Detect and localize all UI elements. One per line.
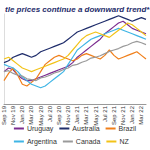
svg-text:Sep 21: Sep 21: [111, 105, 117, 125]
svg-text:Nov 20: Nov 20: [65, 105, 71, 125]
svg-text:Uruguay: Uruguay: [27, 125, 54, 133]
svg-text:Mar 21: Mar 21: [83, 105, 89, 124]
svg-text:Sep 20: Sep 20: [56, 105, 62, 125]
svg-text:Jan 22: Jan 22: [129, 105, 135, 124]
svg-text:Australia: Australia: [72, 125, 99, 132]
svg-text:tle prices continue a downward: tle prices continue a downward trend*: [5, 5, 150, 14]
svg-text:May 21: May 21: [93, 105, 99, 125]
svg-text:Argentina: Argentina: [27, 138, 57, 146]
svg-text:May 20: May 20: [38, 105, 44, 125]
svg-text:Jul 20: Jul 20: [47, 105, 53, 122]
svg-text:Nov 21: Nov 21: [120, 105, 126, 125]
svg-text:Mar 22: Mar 22: [138, 105, 144, 124]
svg-text:Nov 19: Nov 19: [10, 105, 16, 125]
svg-text:Jan 21: Jan 21: [74, 105, 80, 124]
svg-text:Sep 19: Sep 19: [1, 105, 7, 125]
svg-text:Mar 20: Mar 20: [28, 105, 34, 124]
svg-text:Jan 20: Jan 20: [19, 105, 25, 124]
svg-text:Jul 21: Jul 21: [102, 105, 108, 122]
svg-text:Canada: Canada: [76, 138, 101, 145]
svg-text:NZ: NZ: [119, 138, 129, 145]
svg-text:Brazil: Brazil: [119, 125, 137, 132]
